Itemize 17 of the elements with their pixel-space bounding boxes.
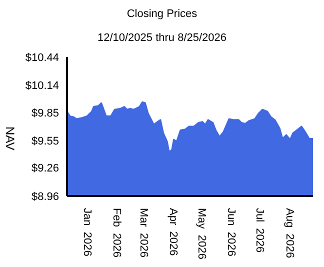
y-tick-label: $9.55 (31, 135, 59, 148)
x-tick-label: Jul 2026 (254, 208, 266, 253)
y-tick-label: $10.14 (25, 80, 59, 92)
x-tick-label: Mar 2026 (137, 208, 150, 258)
x-tick-label: Aug 2026 (283, 208, 296, 258)
y-tick-label: $10.44 (25, 52, 59, 64)
chart-subtitle: 12/10/2025 thru 8/25/2026 (96, 32, 228, 44)
x-tick-label: Jan 2026 (81, 208, 94, 256)
x-tick-label: Apr 2026 (166, 208, 179, 256)
y-tick-label: $9.85 (31, 107, 59, 120)
y-tick-label: $9.26 (31, 162, 59, 175)
y-axis-title: NAV (2, 126, 17, 150)
x-tick-label: Feb 2026 (110, 208, 123, 258)
x-tick-label: May 2026 (196, 208, 208, 260)
chart-title: Closing Prices (126, 8, 198, 20)
x-tick-label: Jun 2026 (225, 208, 238, 256)
y-tick-label: $8.96 (31, 190, 59, 203)
